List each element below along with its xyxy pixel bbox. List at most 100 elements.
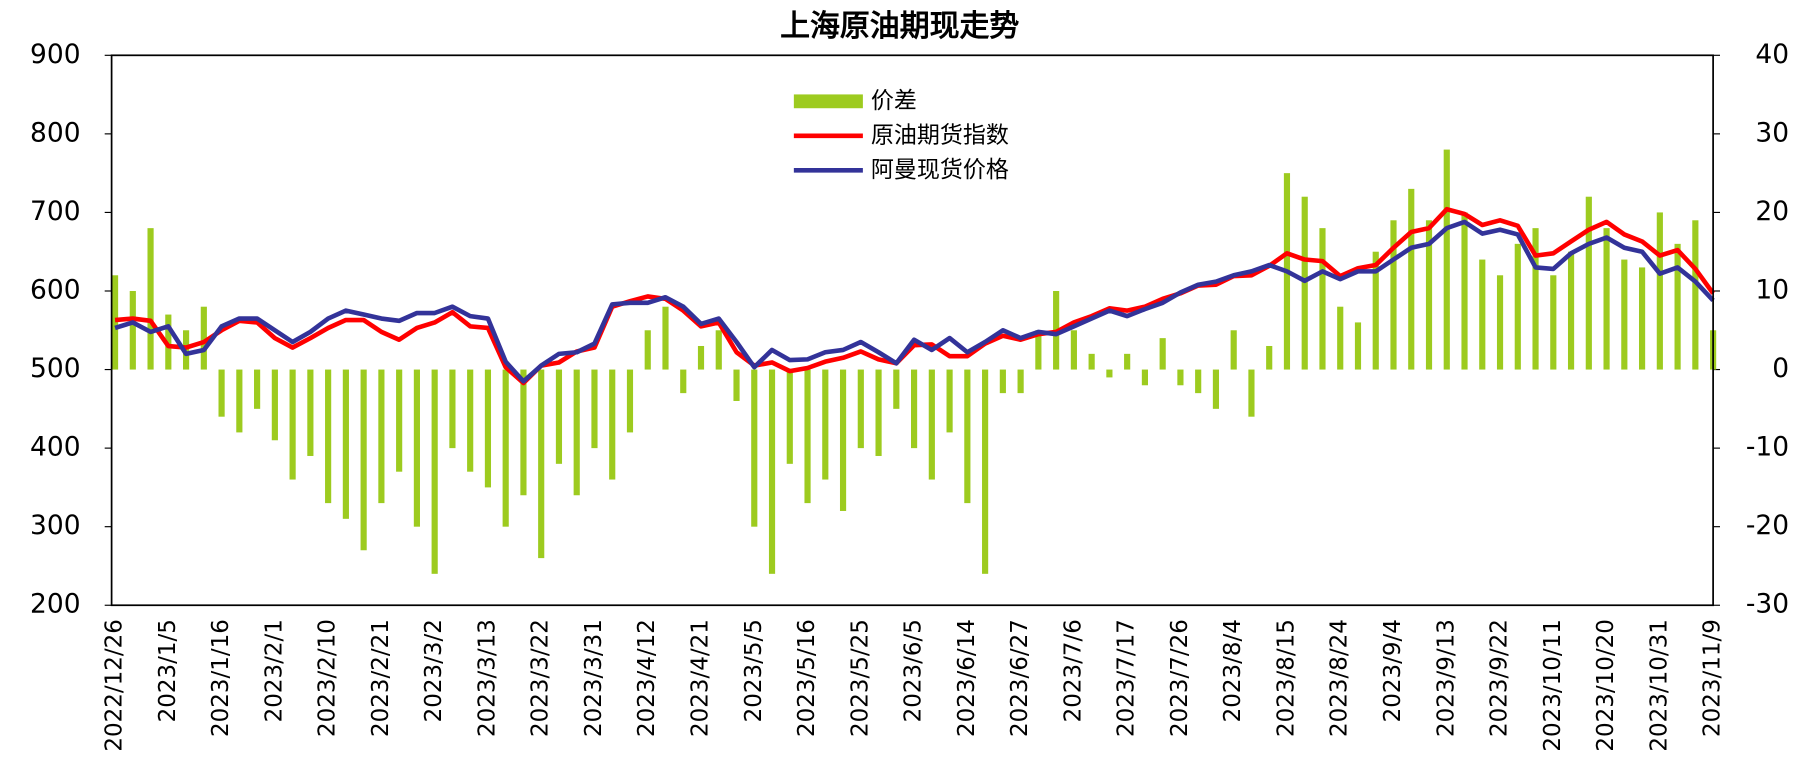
bar (1212, 369, 1220, 409)
line (114, 219, 1715, 384)
bar (1425, 220, 1433, 370)
bar (1514, 243, 1521, 370)
bar (928, 369, 935, 480)
x-tick-label: 2023/2/21 (368, 619, 394, 737)
bar (413, 369, 420, 527)
bar (111, 275, 119, 370)
y2-tick-label: 0 (1772, 353, 1789, 384)
bar (467, 369, 474, 472)
bar (999, 369, 1006, 394)
x-tick-label: 2023/2/10 (315, 619, 341, 737)
y2-tick-label: 30 (1755, 117, 1789, 148)
bar (946, 369, 953, 433)
bar (1088, 353, 1095, 370)
x-tick-label: 2023/10/11 (1540, 619, 1566, 752)
bar (520, 369, 527, 496)
bar (1496, 275, 1504, 370)
bar (1408, 188, 1415, 370)
bar (715, 330, 722, 370)
bar (1567, 251, 1575, 370)
bar (1124, 353, 1131, 370)
bar (200, 306, 207, 370)
x-tick-label: 2023/4/12 (634, 619, 660, 737)
x-tick-label: 2023/10/31 (1646, 619, 1672, 752)
legend-swatch (793, 94, 863, 109)
bar (1656, 212, 1663, 370)
y2-tick-label: -30 (1746, 589, 1789, 620)
y-tick-label: 600 (30, 274, 81, 305)
bar (1639, 267, 1646, 370)
bar (1159, 338, 1166, 370)
y2-tick-label: -20 (1746, 510, 1789, 541)
bar (1390, 220, 1397, 370)
bar (1266, 345, 1273, 370)
x-tick-label: 2023/7/6 (1060, 619, 1086, 722)
bar (875, 369, 882, 456)
bar (1248, 369, 1255, 417)
bar (555, 369, 563, 464)
bar (1443, 149, 1450, 370)
bar (218, 369, 225, 417)
bar (1337, 306, 1344, 370)
bar (1621, 259, 1628, 370)
bar (733, 369, 740, 401)
x-tick-label: 2023/8/15 (1273, 619, 1299, 737)
y2-tick-label: -10 (1746, 432, 1789, 463)
bar (751, 369, 758, 527)
x-tick-label: 2023/7/26 (1167, 619, 1193, 737)
bar (626, 369, 634, 433)
y-tick-label: 900 (30, 39, 81, 70)
bar (591, 369, 598, 449)
bar (1017, 369, 1024, 394)
x-tick-label: 2023/2/1 (261, 619, 287, 722)
bar (236, 369, 243, 433)
x-tick-label: 2023/9/4 (1380, 619, 1406, 722)
x-tick-label: 2022/12/26 (102, 619, 128, 752)
bar (484, 369, 492, 488)
bar (449, 369, 456, 449)
bar (1354, 322, 1362, 370)
x-tick-label: 2023/3/31 (581, 619, 607, 737)
x-tick-label: 2023/1/5 (155, 619, 181, 722)
x-tick-label: 2023/5/16 (794, 619, 820, 737)
bar (768, 369, 776, 574)
y2-tick-label: 20 (1755, 196, 1789, 227)
bar (857, 369, 864, 449)
bar (609, 369, 616, 480)
x-tick-label: 2023/6/27 (1007, 619, 1033, 737)
y-tick-label: 400 (30, 432, 81, 463)
y-tick-label: 800 (30, 117, 81, 148)
x-tick-label: 2023/7/17 (1114, 619, 1140, 737)
legend-label: 阿曼现货价格 (871, 157, 1009, 183)
bar (1479, 259, 1486, 370)
x-tick-label: 2023/4/21 (688, 619, 714, 737)
bar (662, 306, 669, 370)
x-tick-label: 2023/6/5 (901, 619, 927, 722)
bar (1674, 243, 1681, 370)
bar (342, 369, 349, 519)
bar (378, 369, 385, 504)
bar (289, 369, 296, 480)
x-tick-label: 2023/5/5 (741, 619, 767, 722)
bar (804, 369, 811, 504)
bar (325, 369, 332, 504)
bar (1035, 330, 1042, 370)
x-tick-label: 2023/11/9 (1700, 619, 1726, 737)
bar (1319, 228, 1326, 370)
bar (1301, 196, 1308, 370)
legend-label: 原油期货指数 (871, 122, 1009, 148)
x-tick-label: 2023/3/22 (528, 619, 554, 737)
bar (964, 369, 971, 504)
bar (254, 369, 261, 409)
bar (307, 369, 314, 456)
legend-label: 价差 (871, 88, 917, 114)
bar (1461, 212, 1468, 370)
bar (502, 369, 509, 527)
x-tick-label: 2023/9/22 (1487, 619, 1513, 737)
bar (1177, 369, 1184, 386)
y-tick-label: 500 (30, 353, 81, 384)
x-tick-label: 2023/5/25 (847, 619, 873, 737)
bar (893, 369, 900, 409)
bar (786, 369, 793, 464)
